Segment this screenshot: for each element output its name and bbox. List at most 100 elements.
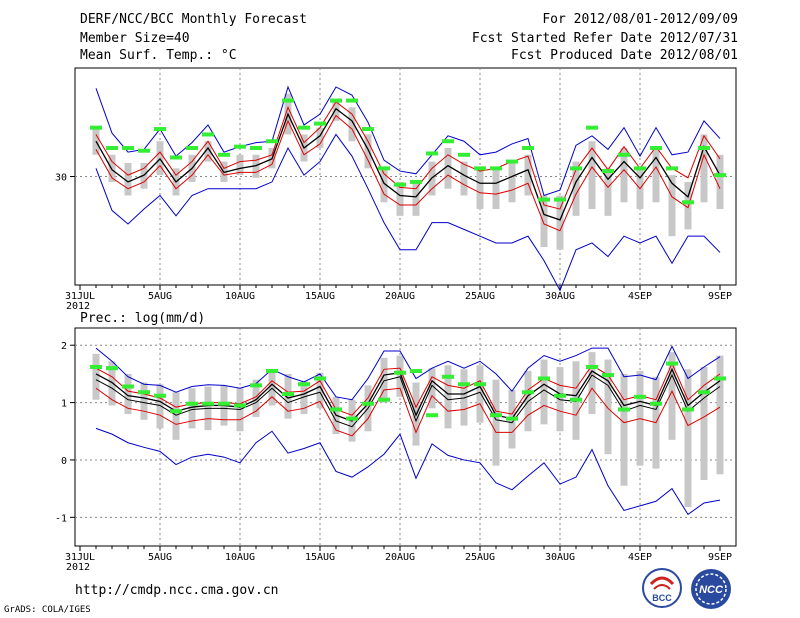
prec-ytick-label: 0 [61, 456, 67, 467]
prec-observed-mark [554, 393, 566, 398]
prec-spread-bar [716, 355, 724, 475]
bcc-logo-text: BCC [652, 593, 672, 603]
prec-spread-bar [108, 361, 116, 406]
prec-observed-mark [154, 393, 166, 398]
prec-spread-bar [188, 388, 196, 429]
temp-observed-mark [218, 152, 230, 157]
prec-observed-mark [426, 413, 438, 418]
prec-observed-mark [234, 403, 246, 408]
temp-observed-mark [666, 166, 678, 171]
temp-spread-bar [204, 141, 212, 162]
temp-min-line [95, 133, 721, 292]
prec-observed-mark [218, 401, 230, 406]
temp-observed-mark [554, 197, 566, 202]
temp-max-line [95, 85, 721, 197]
prec-xtick-label: 25AUG [465, 552, 495, 563]
source-url[interactable]: http://cmdp.ncc.cma.gov.cn [75, 583, 279, 598]
prec-spread-bar [284, 373, 292, 419]
temp-observed-mark [234, 144, 246, 149]
temp-spread-bar [396, 181, 404, 216]
temp-observed-mark [650, 146, 662, 151]
prec-observed-mark [314, 376, 326, 381]
prec-observed-mark [698, 390, 710, 395]
prec-observed-mark [666, 361, 678, 366]
prec-spread-bar [156, 384, 164, 429]
prec-observed-mark [538, 376, 550, 381]
temp-upper-line [95, 101, 721, 210]
prec-xtick-label: 4SEP [628, 552, 652, 563]
temp-xtick-label: 9SEP [708, 291, 732, 302]
prec-ytick-label: 2 [61, 341, 67, 352]
prec-observed-mark [346, 416, 358, 421]
prec-observed-mark [138, 390, 150, 395]
prec-observed-mark [170, 409, 182, 414]
temp-xtick-label: 10AUG [225, 291, 255, 302]
temp-observed-mark [186, 146, 198, 151]
prec-observed-mark [298, 382, 310, 387]
prec-observed-mark [618, 407, 630, 412]
variable-label: Mean Surf. Temp.: °C [80, 48, 237, 63]
prec-spread-bar [588, 352, 596, 415]
temp-spread-bar [332, 100, 340, 121]
temp-spread-bar [476, 168, 484, 210]
temp-observed-mark [538, 197, 550, 202]
prec-spread-bar [620, 373, 628, 486]
prec-max-line [95, 345, 721, 401]
temp-spread-bar [684, 181, 692, 230]
prec-spread-bar [668, 352, 676, 440]
temp-spread-bar [652, 148, 660, 203]
temp-spread-bar [668, 175, 676, 237]
temp-observed-mark [298, 125, 310, 130]
prec-observed-mark [122, 384, 134, 389]
prec-observed-mark [442, 374, 454, 379]
prec-spread-bar [700, 367, 708, 481]
temp-observed-mark [314, 121, 326, 126]
prec-xtick-label: 10AUG [225, 552, 255, 563]
temp-observed-mark [394, 182, 406, 187]
temp-spread-bar [604, 168, 612, 216]
temp-spread-bar [108, 154, 116, 182]
temp-observed-mark [442, 139, 454, 144]
temp-observed-mark [698, 146, 710, 151]
temp-spread-bar [444, 148, 452, 189]
member-size: Member Size=40 [80, 31, 190, 46]
temp-spread-bar [540, 195, 548, 248]
temp-observed-mark [490, 166, 502, 171]
prec-observed-mark [394, 370, 406, 375]
temp-spread-bar [236, 154, 244, 176]
forecast-started-date: Fcst Started Refer Date 2012/07/31 [471, 31, 738, 46]
temp-observed-mark [330, 98, 342, 103]
prec-observed-mark [602, 373, 614, 378]
prec-ytick-label: 1 [61, 399, 67, 410]
temp-xtick-label: 2012 [66, 301, 90, 312]
temp-observed-mark [282, 98, 294, 103]
prec-spread-bar [316, 372, 324, 409]
temp-mean-line [95, 107, 721, 221]
prec-observed-mark [506, 416, 518, 421]
prec-spread-bar [92, 353, 100, 400]
temp-xtick-label: 25AUG [465, 291, 495, 302]
temp-spread-bar [380, 168, 388, 203]
prec-observed-mark [362, 401, 374, 406]
prec-observed-mark [586, 365, 598, 370]
temp-observed-mark [506, 159, 518, 164]
temp-spread-bar [716, 154, 724, 210]
temp-observed-mark [122, 146, 134, 151]
temp-spread-bar [364, 134, 372, 169]
prec-panel-title: Prec.: log(mm/d) [80, 311, 205, 326]
prec-spread-bar [140, 382, 148, 420]
prec-xtick-label: 9SEP [708, 552, 732, 563]
temp-spread-bar [508, 161, 516, 203]
prec-observed-mark [410, 369, 422, 374]
forecast-produced-date: Fcst Produced Date 2012/08/01 [511, 48, 738, 63]
forecast-period: For 2012/08/01-2012/09/09 [542, 12, 738, 27]
temp-xtick-label: 30AUG [545, 291, 575, 302]
temp-observed-mark [138, 148, 150, 153]
temp-observed-mark [154, 127, 166, 132]
prec-spread-bar [444, 365, 452, 429]
prec-spread-bar [428, 368, 436, 409]
prec-xtick-label: 15AUG [305, 552, 335, 563]
ncc-logo: NCC [691, 569, 731, 609]
temp-spread-bar [524, 154, 532, 196]
